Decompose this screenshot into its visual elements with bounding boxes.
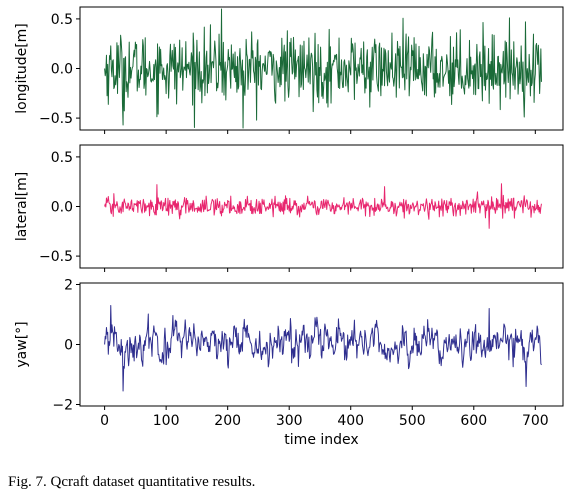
y-tick-label-lateral: −0.5 bbox=[39, 249, 73, 265]
panel-longitude: 0.5 0.0 −0.5 longitude[m] bbox=[14, 6, 564, 134]
y-tick-label-longitude: 0.0 bbox=[51, 62, 73, 78]
x-axis-label: time index bbox=[284, 432, 358, 448]
y-axis-label-lateral: lateral[m] bbox=[14, 172, 30, 241]
y-tick-label-longitude: 0.5 bbox=[51, 12, 73, 28]
panel-lateral: 0.5 0.0 −0.5 lateral[m] bbox=[14, 144, 564, 272]
y-tick-label-lateral: 0.5 bbox=[51, 150, 73, 166]
y-tick-label-yaw: −2 bbox=[52, 398, 73, 414]
panels: 0.5 0.0 −0.5 longitude[m] 0.5 0.0 −0.5 lateral[… bbox=[14, 6, 564, 414]
series-line-lateral bbox=[104, 183, 542, 229]
x-tick-label: 400 bbox=[337, 413, 364, 429]
x-tick-label: 300 bbox=[276, 413, 303, 429]
y-tick-label-longitude: −0.5 bbox=[39, 111, 73, 127]
x-axis: 0 100 200 300 400 500 600 700 bbox=[100, 413, 549, 429]
y-tick-label-yaw: 0 bbox=[64, 338, 73, 354]
y-axis-label-longitude: longitude[m] bbox=[14, 23, 30, 114]
x-tick-label: 700 bbox=[522, 413, 549, 429]
x-tick-label: 500 bbox=[399, 413, 426, 429]
y-axis-label-yaw: yaw[°] bbox=[14, 321, 30, 367]
figure-caption: Fig. 7. Qcraft dataset quantitative resu… bbox=[8, 474, 256, 490]
series-line-yaw bbox=[104, 305, 542, 392]
x-tick-label: 0 bbox=[100, 413, 109, 429]
series-line-longitude bbox=[104, 8, 542, 129]
y-tick-label-lateral: 0.0 bbox=[51, 200, 73, 216]
panel-yaw: 2 0 −2 yaw[°] bbox=[14, 278, 564, 414]
y-tick-label-yaw: 2 bbox=[64, 278, 73, 294]
x-tick-label: 200 bbox=[214, 413, 241, 429]
x-tick-label: 600 bbox=[460, 413, 487, 429]
x-tick-label: 100 bbox=[153, 413, 180, 429]
